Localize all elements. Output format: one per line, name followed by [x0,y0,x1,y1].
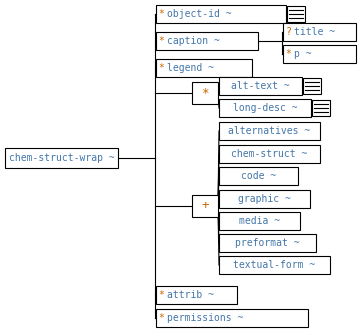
Bar [219,167,298,185]
Bar [156,59,252,77]
Text: p ~: p ~ [294,49,312,59]
Text: textual-form ~: textual-form ~ [233,260,316,270]
Text: ?: ? [286,27,298,37]
Text: title ~: title ~ [294,27,336,37]
Bar [219,77,302,95]
Text: media ~: media ~ [239,216,280,226]
Bar [283,23,356,41]
Text: long-desc ~: long-desc ~ [233,103,297,113]
Bar [219,256,330,274]
Bar [192,195,218,217]
Text: *: * [201,86,209,100]
Bar [219,122,320,140]
Text: graphic ~: graphic ~ [238,194,291,204]
Text: alternatives ~: alternatives ~ [228,126,310,136]
Bar [156,309,308,327]
Bar [219,234,316,252]
Text: object-id ~: object-id ~ [167,9,232,19]
Text: legend ~: legend ~ [167,63,214,73]
Bar [219,145,320,163]
Bar [192,82,218,104]
Bar [156,32,258,50]
Bar [219,190,310,208]
Text: attrib ~: attrib ~ [167,290,214,300]
Text: chem-struct ~: chem-struct ~ [231,149,308,159]
Text: permissions ~: permissions ~ [167,313,244,323]
Bar [287,6,305,22]
Text: alt-text ~: alt-text ~ [231,81,290,91]
Text: code ~: code ~ [241,171,276,181]
Bar [156,286,237,304]
Text: *: * [159,9,171,19]
Bar [219,212,300,230]
Bar [5,148,118,168]
Text: preformat ~: preformat ~ [235,238,300,248]
Text: *: * [159,290,171,300]
Bar [156,5,286,23]
Text: +: + [201,200,209,213]
Text: *: * [159,63,171,73]
Text: *: * [286,49,298,59]
Bar [283,45,356,63]
Bar [219,99,311,117]
Text: *: * [159,36,171,46]
Text: chem-struct-wrap ~: chem-struct-wrap ~ [9,153,114,163]
Bar [312,100,330,116]
Bar [303,78,321,94]
Text: *: * [159,313,171,323]
Text: caption ~: caption ~ [167,36,220,46]
